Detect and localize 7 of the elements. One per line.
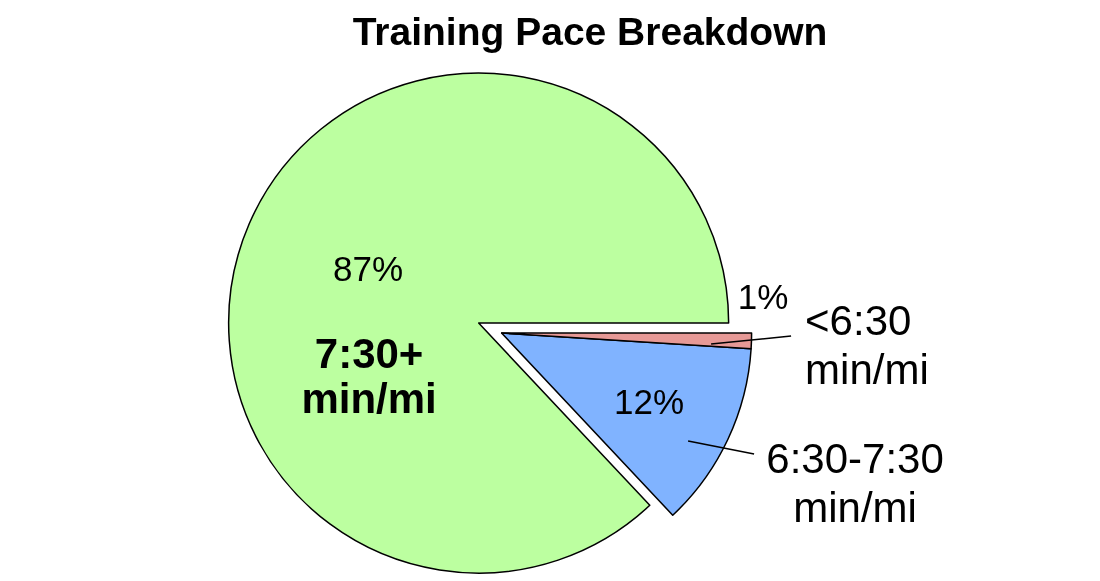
slice-label: 6:30-7:30 min/mi	[766, 435, 944, 531]
chart-title: Training Pace Breakdown	[352, 10, 828, 53]
slice-label: 7:30+ min/mi	[301, 330, 437, 422]
data-label: 87%	[333, 249, 404, 288]
data-label: 12%	[614, 382, 685, 421]
slice-label: <6:30 min/mi	[805, 297, 929, 393]
data-label: 1%	[737, 276, 789, 316]
